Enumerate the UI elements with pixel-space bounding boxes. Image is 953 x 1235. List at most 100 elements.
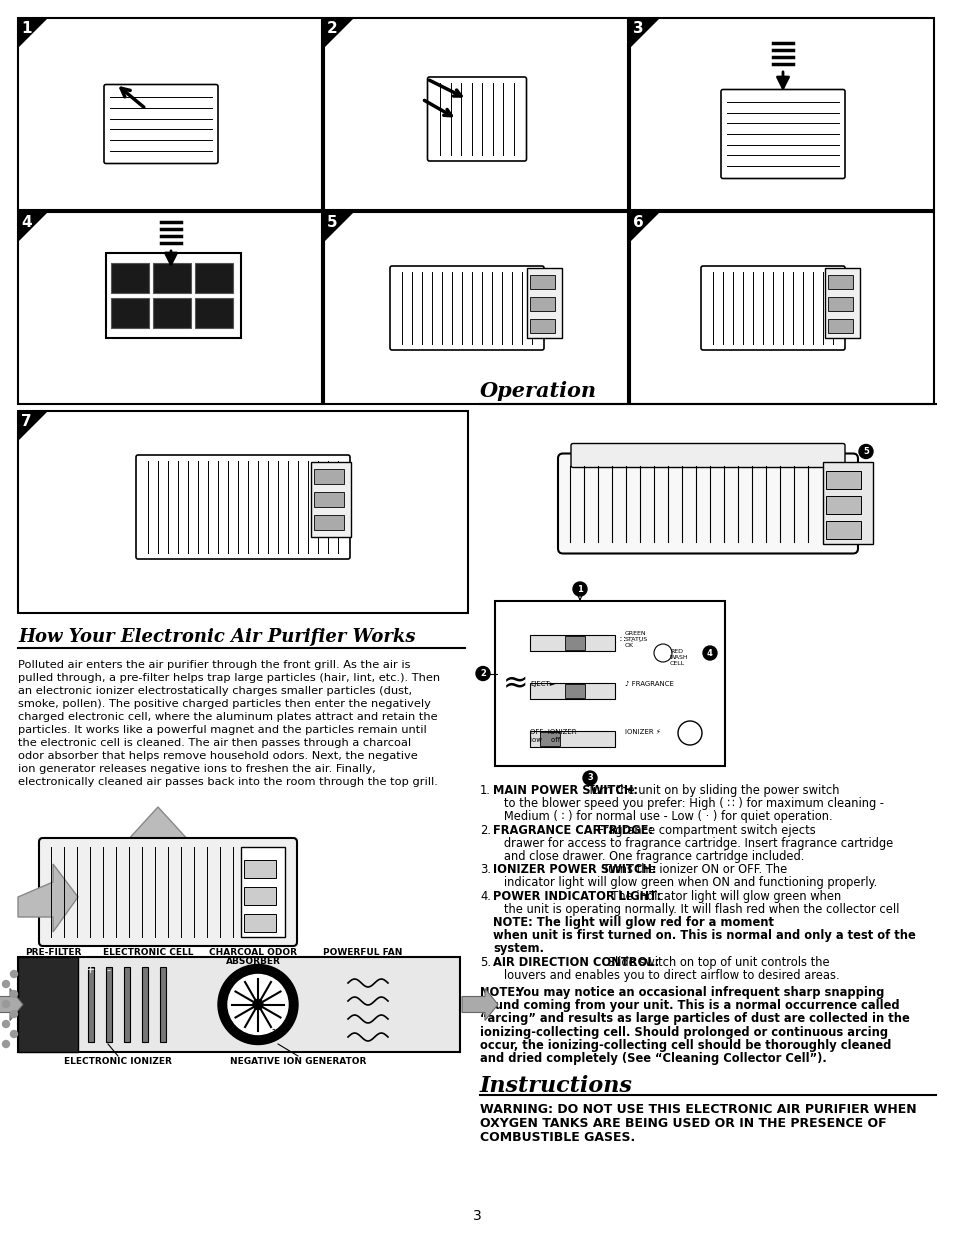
- FancyBboxPatch shape: [104, 84, 218, 163]
- Polygon shape: [629, 19, 659, 48]
- Text: AIR DIRECTION CONTROL:: AIR DIRECTION CONTROL:: [493, 956, 659, 968]
- Text: IONIZER POWER SWITCH:: IONIZER POWER SWITCH:: [493, 863, 656, 876]
- FancyBboxPatch shape: [427, 77, 526, 161]
- FancyBboxPatch shape: [700, 266, 844, 350]
- Circle shape: [3, 1020, 10, 1028]
- Bar: [629, 212, 933, 404]
- Bar: [111, 298, 149, 329]
- Text: 3: 3: [633, 21, 643, 36]
- Bar: [825, 520, 861, 538]
- Polygon shape: [126, 806, 190, 872]
- Bar: [530, 635, 615, 651]
- Text: PRE-FILTER: PRE-FILTER: [25, 948, 81, 957]
- Bar: [18, 212, 322, 404]
- Text: 2.: 2.: [479, 824, 491, 836]
- Text: charged electronic cell, where the aluminum plates attract and retain the: charged electronic cell, where the alumi…: [18, 713, 437, 722]
- Circle shape: [228, 974, 288, 1035]
- Text: ≈: ≈: [502, 669, 528, 698]
- Bar: [530, 296, 555, 311]
- Text: smoke, pollen). The positive charged particles then enter the negatively: smoke, pollen). The positive charged par…: [18, 699, 431, 709]
- Bar: [825, 471, 861, 489]
- Text: 6: 6: [633, 215, 643, 230]
- Circle shape: [218, 965, 297, 1045]
- Bar: [530, 275, 555, 289]
- Text: ABSORBER: ABSORBER: [225, 957, 280, 966]
- Bar: [124, 967, 130, 1042]
- Text: and dried completely (See “Cleaning Collector Cell”).: and dried completely (See “Cleaning Coll…: [479, 1052, 826, 1065]
- Text: OXYGEN TANKS ARE BEING USED OR IN THE PRESENCE OF: OXYGEN TANKS ARE BEING USED OR IN THE PR…: [479, 1118, 885, 1130]
- Bar: [530, 731, 615, 747]
- Text: ionizing-collecting cell. Should prolonged or continuous arcing: ionizing-collecting cell. Should prolong…: [479, 1025, 887, 1039]
- Text: and close drawer. One fragrance cartridge included.: and close drawer. One fragrance cartridg…: [493, 850, 803, 863]
- Text: pulled through, a pre-filter helps trap large particles (hair, lint, etc.). Then: pulled through, a pre-filter helps trap …: [18, 673, 439, 683]
- Text: 1: 1: [21, 21, 31, 36]
- Text: 3: 3: [586, 773, 592, 783]
- Text: “arcing” and results as large particles of dust are collected in the: “arcing” and results as large particles …: [479, 1013, 909, 1025]
- Polygon shape: [461, 988, 497, 1020]
- Bar: [18, 957, 78, 1052]
- Bar: [827, 296, 852, 311]
- Bar: [825, 495, 861, 514]
- Bar: [106, 967, 112, 1042]
- Bar: [495, 601, 724, 766]
- Text: electronically cleaned air passes back into the room through the top grill.: electronically cleaned air passes back i…: [18, 777, 437, 787]
- Text: Medium ( ∶ ) for normal use - Low ( · ) for quiet operation.: Medium ( ∶ ) for normal use - Low ( · ) …: [493, 810, 832, 824]
- Text: FRAGRANCE CARTRIDGE:: FRAGRANCE CARTRIDGE:: [493, 824, 653, 836]
- Text: +: +: [85, 965, 94, 974]
- Text: Turns the ionizer ON or OFF. The: Turns the ionizer ON or OFF. The: [598, 863, 786, 876]
- Bar: [530, 319, 555, 333]
- Text: NEGATIVE ION GENERATOR: NEGATIVE ION GENERATOR: [230, 1057, 366, 1066]
- Polygon shape: [18, 212, 48, 242]
- Bar: [244, 860, 275, 878]
- FancyBboxPatch shape: [136, 454, 350, 559]
- Text: the unit is operating normally. It will flash red when the collector cell: the unit is operating normally. It will …: [493, 903, 899, 916]
- Bar: [324, 19, 627, 210]
- Bar: [194, 298, 233, 329]
- Text: system.: system.: [493, 942, 543, 956]
- Text: OFF  IONIZER
low    off: OFF IONIZER low off: [530, 729, 576, 742]
- Text: an electronic ionizer electrostatically charges smaller particles (dust,: an electronic ionizer electrostatically …: [18, 685, 412, 697]
- FancyBboxPatch shape: [390, 266, 543, 350]
- Bar: [314, 515, 344, 530]
- Text: 5: 5: [327, 215, 337, 230]
- Circle shape: [858, 445, 872, 458]
- Polygon shape: [324, 212, 354, 242]
- Text: drawer for access to fragrance cartridge. Insert fragrance cartridge: drawer for access to fragrance cartridge…: [493, 837, 892, 850]
- Bar: [244, 914, 275, 932]
- Text: 3: 3: [472, 1209, 481, 1223]
- Text: 4.: 4.: [479, 889, 491, 903]
- Bar: [152, 298, 191, 329]
- Text: 3.: 3.: [479, 863, 491, 876]
- Text: Fragrance compartment switch ejects: Fragrance compartment switch ejects: [594, 824, 815, 836]
- Bar: [526, 268, 561, 338]
- Text: Instructions: Instructions: [479, 1076, 632, 1097]
- Bar: [564, 684, 584, 698]
- Bar: [18, 411, 468, 613]
- Circle shape: [10, 971, 17, 977]
- Text: 1.: 1.: [479, 784, 491, 797]
- Bar: [18, 957, 459, 1052]
- Circle shape: [654, 643, 671, 662]
- Circle shape: [702, 646, 717, 659]
- Text: particles. It works like a powerful magnet and the particles remain until: particles. It works like a powerful magn…: [18, 725, 426, 735]
- Bar: [824, 268, 859, 338]
- Bar: [822, 462, 872, 543]
- Text: CHARCOAL ODOR: CHARCOAL ODOR: [209, 948, 296, 957]
- Text: odor absorber that helps remove household odors. Next, the negative: odor absorber that helps remove househol…: [18, 751, 417, 761]
- Bar: [241, 847, 285, 937]
- Text: 2: 2: [479, 669, 485, 678]
- Text: 2: 2: [327, 21, 337, 36]
- Circle shape: [678, 721, 701, 745]
- Text: You may notice an occasional infrequent sharp snapping: You may notice an occasional infrequent …: [512, 986, 883, 999]
- Circle shape: [10, 990, 17, 998]
- Bar: [827, 275, 852, 289]
- Text: louvers and enables you to direct airflow to desired areas.: louvers and enables you to direct airflo…: [493, 968, 839, 982]
- Text: MAIN POWER SWITCH:: MAIN POWER SWITCH:: [493, 784, 638, 797]
- Text: 5.: 5.: [479, 956, 491, 968]
- Bar: [160, 967, 166, 1042]
- Text: EJECT►: EJECT►: [530, 680, 555, 687]
- Text: POWERFUL FAN: POWERFUL FAN: [323, 948, 402, 957]
- Text: occur, the ionizing-collecting cell should be thoroughly cleaned: occur, the ionizing-collecting cell shou…: [479, 1039, 890, 1052]
- Polygon shape: [18, 19, 48, 48]
- Text: GREEN
STATUS
OK: GREEN STATUS OK: [624, 631, 648, 647]
